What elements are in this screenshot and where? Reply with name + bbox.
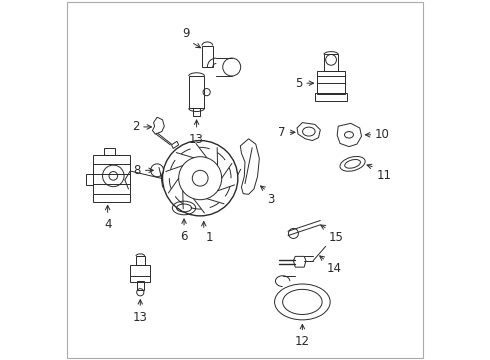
- Text: 10: 10: [375, 128, 390, 141]
- Text: 6: 6: [180, 230, 188, 243]
- Text: 13: 13: [133, 311, 147, 324]
- Bar: [136, 256, 145, 265]
- Bar: [137, 281, 144, 290]
- Bar: [189, 76, 204, 108]
- Bar: [130, 265, 150, 282]
- Text: 8: 8: [134, 164, 141, 177]
- Text: 5: 5: [295, 77, 302, 90]
- Text: 9: 9: [182, 27, 190, 40]
- Bar: [104, 148, 115, 155]
- Text: 11: 11: [376, 169, 391, 182]
- Text: 15: 15: [329, 231, 343, 244]
- Bar: [318, 71, 344, 94]
- Bar: [202, 45, 213, 67]
- Text: 12: 12: [295, 335, 310, 348]
- Text: 7: 7: [278, 126, 286, 139]
- Text: 3: 3: [268, 193, 275, 206]
- Bar: [93, 155, 130, 202]
- Bar: [193, 108, 200, 116]
- Text: 2: 2: [132, 121, 139, 134]
- Text: 1: 1: [205, 231, 213, 244]
- Bar: [324, 54, 338, 71]
- Text: 4: 4: [104, 218, 111, 231]
- Bar: [315, 93, 347, 101]
- Bar: [86, 174, 93, 185]
- Text: 13: 13: [189, 133, 204, 146]
- Text: 14: 14: [327, 262, 342, 275]
